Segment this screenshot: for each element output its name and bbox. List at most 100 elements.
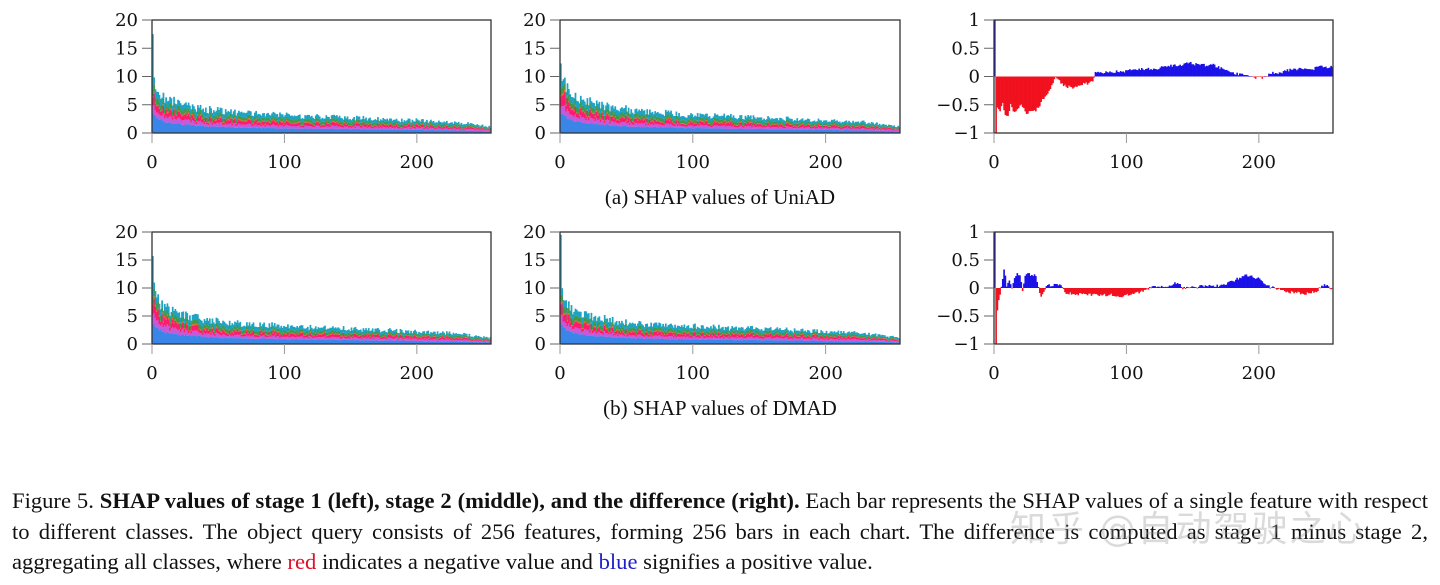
bar-segment-class-6	[178, 312, 181, 318]
x-tick-label: 200	[400, 152, 434, 173]
bar-segment-class-5	[204, 325, 207, 330]
bar-segment-class-5	[412, 124, 415, 127]
bar-segment-class-1	[591, 123, 594, 133]
bar-segment-class-4	[344, 335, 346, 337]
stacked-bar	[793, 120, 796, 133]
bar-segment-class-1	[703, 128, 706, 133]
bar-segment-class-5	[582, 105, 585, 111]
stacked-bar	[722, 115, 724, 133]
bar-segment-class-4	[579, 106, 582, 109]
bar-segment-class-5	[842, 124, 845, 127]
bar-segment-class-3	[325, 336, 328, 339]
bar-segment-class-1	[163, 122, 166, 133]
bar-segment-class-1	[322, 128, 325, 133]
bar-segment-class-4	[219, 331, 222, 333]
bar-segment-class-4	[707, 123, 710, 124]
bar-segment-class-3	[288, 335, 291, 338]
bar-segment-class-5	[177, 105, 179, 111]
bar-segment-class-2	[249, 124, 252, 128]
bar-segment-class-4	[169, 326, 171, 328]
bar-segment-class-6	[206, 112, 209, 118]
stacked-bar	[467, 122, 469, 133]
stacked-bar	[400, 118, 403, 133]
bar-segment-class-3	[190, 119, 193, 123]
stacked-bar	[727, 115, 730, 133]
bar-segment-class-2	[177, 117, 179, 124]
negative-bar	[1065, 76, 1068, 87]
bar-segment-class-1	[350, 339, 353, 344]
bar-segment-class-5	[185, 107, 187, 112]
bar-segment-class-5	[261, 117, 264, 121]
bar-segment-class-4	[187, 329, 190, 331]
bar-segment-class-6	[663, 116, 666, 121]
bar-segment-class-4	[728, 122, 731, 124]
bar-segment-class-1	[325, 339, 328, 344]
bar-segment-class-5	[838, 123, 841, 126]
bar-segment-class-3	[623, 118, 626, 123]
bar-segment-class-2	[351, 338, 354, 340]
stacked-bar	[730, 113, 732, 133]
stacked-bar	[244, 326, 247, 344]
negative-bar	[1044, 76, 1046, 97]
bar-segment-class-5	[597, 109, 599, 115]
bar-segment-class-5	[210, 328, 212, 333]
bar-segment-class-6	[234, 109, 236, 115]
bar-segment-class-2	[771, 126, 773, 130]
bar-segment-class-6	[256, 114, 259, 119]
stacked-bar	[574, 92, 577, 133]
bar-segment-class-2	[707, 126, 710, 129]
bar-segment-class-5	[853, 125, 856, 128]
stacked-bar	[652, 114, 655, 133]
bar-segment-class-5	[211, 118, 214, 122]
bar-segment-class-6	[330, 115, 333, 119]
bar-segment-class-6	[872, 122, 874, 125]
bar-segment-class-5	[215, 322, 218, 327]
stacked-bar	[749, 115, 752, 133]
bar-segment-class-5	[614, 111, 617, 117]
bar-segment-class-4	[230, 117, 232, 119]
bar-segment-class-1	[242, 127, 244, 133]
bar-segment-class-2	[260, 336, 263, 339]
stacked-bar	[153, 282, 156, 344]
bar-segment-class-2	[404, 128, 407, 130]
bar-segment-class-3	[800, 124, 803, 128]
bar-segment-class-5	[324, 121, 326, 125]
bar-segment-class-1	[298, 339, 301, 344]
stacked-bar	[642, 110, 645, 133]
bar-segment-class-1	[779, 129, 781, 133]
stacked-bar	[298, 325, 301, 344]
bar-segment-class-3	[238, 331, 240, 336]
stacked-bar	[783, 120, 785, 133]
bar-segment-class-3	[220, 118, 223, 123]
bar-segment-class-3	[320, 125, 322, 128]
bar-segment-class-2	[679, 126, 682, 128]
bar-segment-class-3	[480, 128, 483, 130]
bar-segment-class-2	[313, 337, 316, 340]
bar-segment-class-3	[271, 331, 273, 336]
stacked-bar	[780, 118, 783, 133]
bar-segment-class-6	[430, 119, 432, 123]
stacked-bar	[177, 312, 179, 344]
bar-segment-class-6	[578, 103, 581, 110]
bar-segment-class-2	[850, 128, 853, 131]
bar-segment-class-1	[618, 126, 621, 133]
bar-segment-class-1	[239, 127, 242, 133]
bar-segment-class-4	[369, 123, 371, 124]
stacked-bar	[316, 329, 318, 344]
bar-segment-class-5	[155, 98, 158, 106]
bar-segment-class-4	[822, 125, 825, 126]
bar-segment-class-4	[240, 119, 243, 122]
bar-segment-class-5	[268, 327, 271, 331]
bar-segment-class-6	[203, 319, 206, 325]
bar-segment-class-4	[182, 321, 185, 323]
bar-segment-class-3	[337, 124, 340, 127]
bar-segment-class-5	[295, 120, 297, 124]
stacked-bar	[463, 124, 465, 133]
bar-segment-class-3	[330, 122, 333, 126]
bar-segment-class-6	[399, 122, 402, 125]
bar-segment-class-4	[269, 334, 272, 335]
bar-segment-class-2	[231, 335, 234, 338]
bar-segment-class-1	[246, 338, 248, 344]
bar-segment-class-3	[163, 317, 166, 326]
bar-segment-class-1	[269, 338, 272, 344]
